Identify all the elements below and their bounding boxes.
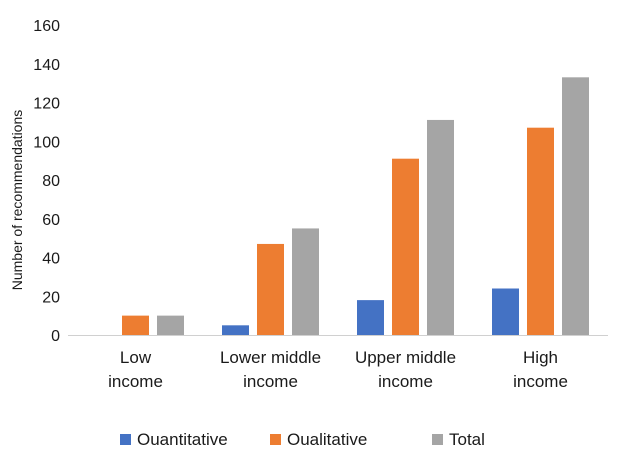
y-tick-label: 0: [51, 328, 60, 345]
bar-oualitative: [257, 243, 284, 335]
legend-swatch-ouantitative: [120, 434, 131, 445]
y-tick-label: 40: [42, 251, 60, 268]
legend: Ouantitative Oualitative Total: [120, 430, 485, 449]
bar-ouantitative: [222, 325, 249, 335]
y-axis-ticks: 0 20 40 60 80 100 120 140 160: [33, 18, 60, 345]
y-axis-label: Number of recommendations: [9, 110, 25, 291]
y-tick-label: 140: [33, 57, 60, 74]
bar-total: [562, 77, 589, 335]
bar-oualitative: [122, 315, 149, 335]
y-tick-label: 160: [33, 18, 60, 35]
legend-swatch-oualitative: [270, 434, 281, 445]
legend-label: Ouantitative: [137, 430, 228, 449]
bar-total: [157, 315, 184, 335]
x-tick-label: Upper middle income: [355, 348, 456, 391]
x-tick-label: Lower middle income: [220, 348, 321, 391]
y-tick-label: 20: [42, 289, 60, 306]
bar-oualitative: [527, 127, 554, 335]
bar-total: [427, 119, 454, 335]
bar-ouantitative: [492, 288, 519, 335]
bar-total: [292, 228, 319, 335]
bars: [122, 77, 589, 335]
bar-oualitative: [392, 158, 419, 335]
legend-label: Oualitative: [287, 430, 367, 449]
x-tick-label: High income: [513, 348, 568, 391]
legend-label: Total: [449, 430, 485, 449]
y-tick-label: 80: [42, 173, 60, 190]
x-tick-label: Low income: [108, 348, 163, 391]
x-axis-labels: Low income Lower middle income Upper middle i…: [108, 348, 568, 391]
bar-ouantitative: [357, 300, 384, 335]
legend-swatch-total: [432, 434, 443, 445]
y-tick-label: 100: [33, 134, 60, 151]
y-tick-label: 120: [33, 96, 60, 113]
y-tick-label: 60: [42, 212, 60, 229]
